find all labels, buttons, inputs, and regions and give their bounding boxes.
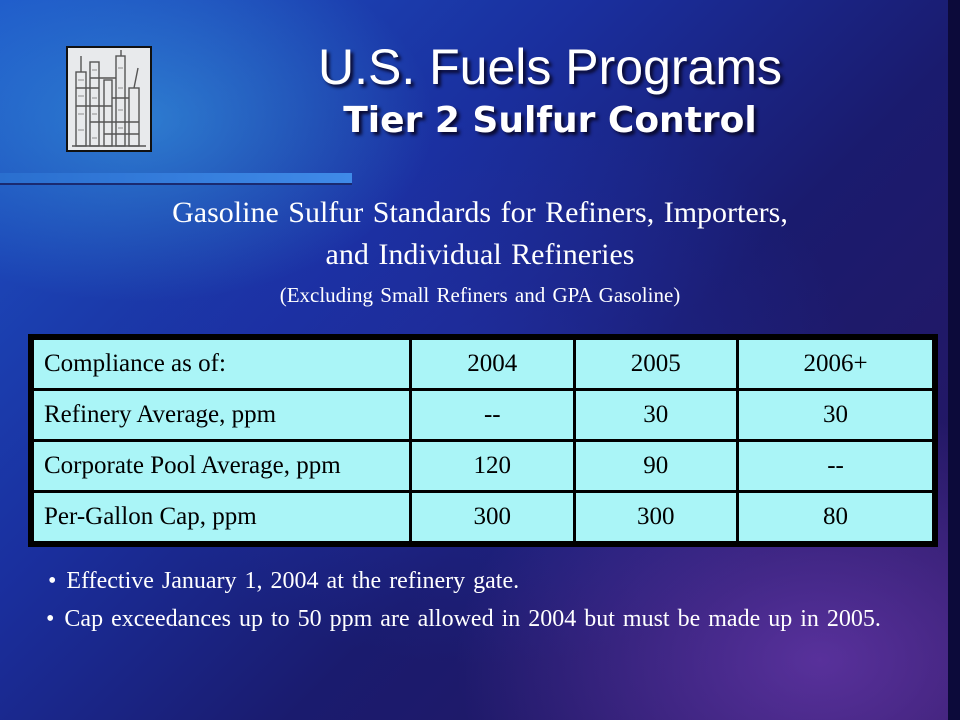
table-row: Refinery Average, ppm -- 30 30 [34, 391, 932, 439]
refinery-icon [66, 46, 152, 152]
table-cell: Per-Gallon Cap, ppm [34, 493, 409, 541]
table-cell: 80 [739, 493, 932, 541]
table-cell: -- [412, 391, 573, 439]
intro-note: (Excluding Small Refiners and GPA Gasoli… [279, 283, 681, 307]
table-header-cell: Compliance as of: [34, 340, 409, 388]
bullet-list: • Effective January 1, 2004 at the refine… [46, 562, 916, 638]
bullet-text: Cap exceedances up to 50 ppm are allowed… [64, 606, 881, 632]
table-row: Per-Gallon Cap, ppm 300 300 80 [34, 493, 932, 541]
table-cell: Refinery Average, ppm [34, 391, 409, 439]
table-cell: 90 [575, 442, 737, 490]
table-header-cell: 2005 [575, 340, 737, 388]
list-item: • Effective January 1, 2004 at the refine… [48, 562, 916, 600]
list-item: • Cap exceedances up to 50 ppm are allowe… [46, 600, 916, 638]
slide-edge [948, 0, 960, 720]
page-title: U.S. Fuels Programs [317, 39, 782, 95]
bullet-text: Effective January 1, 2004 at the refiner… [66, 568, 520, 594]
intro-line-1: Gasoline Sulfur Standards for Refiners, … [172, 196, 788, 229]
table-header-cell: 2004 [412, 340, 573, 388]
table-cell: 30 [739, 391, 932, 439]
bullet-icon: • [46, 606, 55, 632]
intro-line-2: and Individual Refineries [325, 238, 635, 271]
table-row: Corporate Pool Average, ppm 120 90 -- [34, 442, 932, 490]
table-cell: 30 [575, 391, 737, 439]
title-divider [0, 173, 352, 185]
page-subtitle: Tier 2 Sulfur Control [343, 100, 757, 141]
table-cell: 300 [412, 493, 573, 541]
table-cell: 300 [575, 493, 737, 541]
bullet-icon: • [48, 568, 57, 594]
sulfur-standards-table: Compliance as of: 2004 2005 2006+ Refine… [28, 334, 938, 547]
table-cell: -- [739, 442, 932, 490]
table-cell: 120 [412, 442, 573, 490]
table-cell: Corporate Pool Average, ppm [34, 442, 409, 490]
table-header-row: Compliance as of: 2004 2005 2006+ [34, 340, 932, 388]
table-header-cell: 2006+ [739, 340, 932, 388]
